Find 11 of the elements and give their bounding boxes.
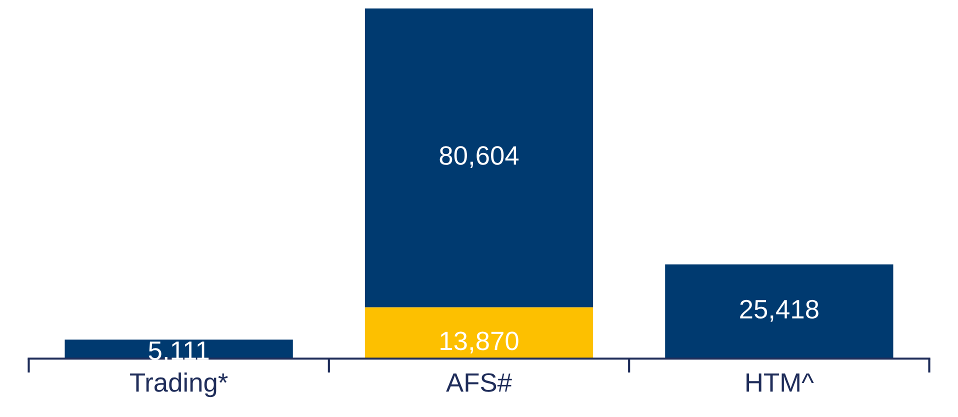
bar — [64, 340, 293, 359]
bar — [364, 307, 594, 359]
data-label: 13,870 — [440, 332, 518, 354]
x-tick-label: AFS# — [446, 373, 512, 392]
data-label: 5,111 — [148, 342, 209, 364]
x-tick-label: HTM^ — [746, 373, 814, 392]
bar — [364, 8, 594, 308]
data-label: 25,418 — [740, 300, 818, 322]
x-tick-label: Trading* — [130, 372, 228, 398]
bar — [665, 264, 894, 359]
data-label: 80,604 — [440, 146, 519, 168]
